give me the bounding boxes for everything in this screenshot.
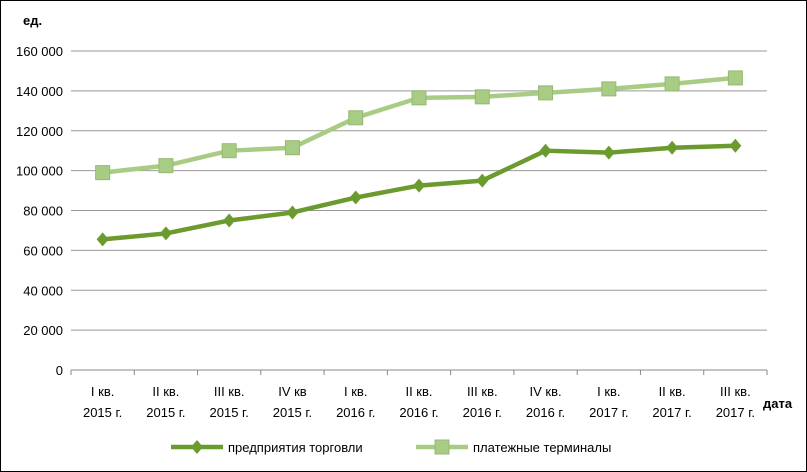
- x-tick-label: 2017 г.: [652, 405, 691, 420]
- y-tick-label: 20 000: [23, 323, 63, 338]
- data-point-diamond: [729, 138, 742, 153]
- data-point-diamond: [159, 226, 172, 241]
- x-tick-label: III кв.: [720, 384, 751, 399]
- x-tick-label: 2015 г.: [210, 405, 249, 420]
- y-tick-label: 40 000: [23, 283, 63, 298]
- data-point-square: [727, 70, 743, 86]
- x-tick-label: III кв.: [214, 384, 245, 399]
- y-tick-label: 160 000: [16, 44, 63, 59]
- data-point-diamond: [413, 178, 425, 193]
- data-point-square: [221, 143, 237, 159]
- data-point-square: [664, 76, 680, 92]
- x-tick-label: 2017 г.: [589, 405, 628, 420]
- x-tick-label: 2016 г.: [336, 405, 375, 420]
- data-point-diamond: [666, 140, 679, 155]
- y-tick-label: 100 000: [16, 164, 63, 179]
- data-point-square: [158, 158, 174, 174]
- x-tick-label: I кв.: [91, 384, 114, 399]
- x-tick-label: 2015 г.: [146, 405, 185, 420]
- data-point-diamond: [223, 213, 236, 228]
- x-tick-label: 2016 г.: [399, 405, 438, 420]
- data-point-square: [284, 140, 300, 156]
- data-point-diamond: [602, 145, 615, 160]
- x-tick-label: I кв.: [344, 384, 367, 399]
- legend-label: предприятия торговли: [228, 440, 363, 455]
- data-point-square: [411, 90, 427, 106]
- x-tick-label: 2017 г.: [716, 405, 755, 420]
- x-tick-label: II кв.: [152, 384, 179, 399]
- data-point-square: [474, 89, 490, 105]
- y-axis-label: ед.: [23, 13, 42, 28]
- data-point-diamond: [349, 190, 362, 205]
- data-point-square: [434, 439, 450, 455]
- x-tick-label: III кв.: [467, 384, 498, 399]
- x-tick-label: 2015 г.: [83, 405, 122, 420]
- y-tick-label: 120 000: [16, 124, 63, 139]
- x-tick-label: IV кв.: [529, 384, 561, 399]
- x-tick-label: II кв.: [405, 384, 432, 399]
- data-point-square: [538, 85, 554, 101]
- data-point-square: [95, 165, 111, 181]
- x-tick-label: 2016 г.: [463, 405, 502, 420]
- data-point-diamond: [191, 440, 203, 454]
- x-axis-label: дата: [763, 396, 793, 411]
- y-tick-label: 0: [56, 363, 63, 378]
- data-point-diamond: [286, 205, 299, 220]
- x-tick-label: I кв.: [597, 384, 620, 399]
- data-point-diamond: [96, 232, 109, 247]
- data-point-square: [601, 81, 617, 97]
- y-tick-label: 80 000: [23, 204, 63, 219]
- legend-label: платежные терминалы: [473, 440, 611, 455]
- data-point-diamond: [476, 173, 489, 188]
- data-point-diamond: [539, 143, 552, 158]
- x-tick-label: IV кв: [278, 384, 307, 399]
- y-tick-label: 60 000: [23, 243, 63, 258]
- x-tick-label: 2016 г.: [526, 405, 565, 420]
- x-tick-label: II кв.: [659, 384, 686, 399]
- x-tick-label: 2015 г.: [273, 405, 312, 420]
- data-point-square: [348, 110, 364, 126]
- y-tick-label: 140 000: [16, 84, 63, 99]
